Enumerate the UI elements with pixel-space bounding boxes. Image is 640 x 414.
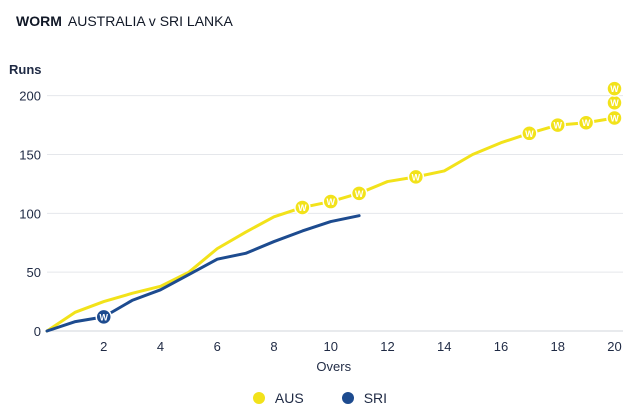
wicket-label-aus-2: W — [326, 197, 335, 207]
x-tick-label-10: 10 — [324, 339, 338, 354]
x-tick-label-12: 12 — [380, 339, 394, 354]
y-tick-label-200: 200 — [19, 89, 41, 104]
legend-label-sri: SRI — [363, 390, 388, 406]
y-axis-title: Runs — [9, 62, 42, 77]
legend-label-aus: AUS — [274, 390, 304, 406]
x-axis-title: Overs — [316, 359, 351, 374]
x-tick-label-14: 14 — [437, 339, 451, 354]
x-tick-label-16: 16 — [494, 339, 508, 354]
wicket-label-aus-10: W — [610, 84, 619, 94]
x-tick-label-20: 20 — [607, 339, 621, 354]
wicket-label-aus-1: W — [298, 203, 307, 213]
x-tick-label-6: 6 — [214, 339, 221, 354]
wicket-label-aus-5: W — [525, 129, 534, 139]
wicket-marker-aus-10 — [606, 80, 623, 97]
worm-tag: WORM — [16, 13, 62, 29]
y-tick-label-0: 0 — [34, 324, 41, 339]
y-tick-label-100: 100 — [19, 206, 41, 221]
chart-legend: AUS SRI — [0, 390, 640, 406]
wicket-marker-aus-1 — [294, 199, 311, 216]
chart-title: WORM AUSTRALIA v SRI LANKA — [16, 13, 233, 29]
wicket-label-aus-3: W — [355, 189, 364, 199]
y-tick-label-150: 150 — [19, 147, 41, 162]
x-tick-label-18: 18 — [551, 339, 565, 354]
legend-item-sri[interactable]: SRI — [341, 390, 388, 406]
wicket-marker-sri-1 — [95, 308, 112, 326]
x-tick-label-4: 4 — [157, 339, 164, 354]
wicket-label-aus-6: W — [553, 121, 562, 131]
wicket-marker-aus-2 — [322, 193, 339, 210]
wicket-label-aus-9: W — [610, 98, 619, 108]
legend-item-aus[interactable]: AUS — [252, 390, 304, 406]
wicket-label-aus-4: W — [412, 172, 421, 182]
x-tick-label-2: 2 — [100, 339, 107, 354]
legend-dot-sri — [341, 392, 354, 404]
x-tick-label-8: 8 — [270, 339, 277, 354]
wicket-label-aus-7: W — [582, 118, 591, 128]
wicket-label-sri-1: W — [99, 312, 108, 322]
wicket-marker-aus-7 — [577, 114, 595, 131]
y-tick-label-50: 50 — [27, 265, 41, 280]
wicket-marker-aus-6 — [549, 116, 566, 134]
wicket-marker-aus-3 — [350, 185, 368, 202]
series-line-sri — [45, 214, 361, 333]
legend-dot-aus — [252, 392, 265, 404]
wicket-marker-aus-4 — [407, 168, 425, 186]
wicket-marker-aus-5 — [521, 125, 538, 142]
wicket-label-aus-8: W — [610, 114, 619, 124]
match-title: AUSTRALIA v SRI LANKA — [67, 13, 233, 29]
